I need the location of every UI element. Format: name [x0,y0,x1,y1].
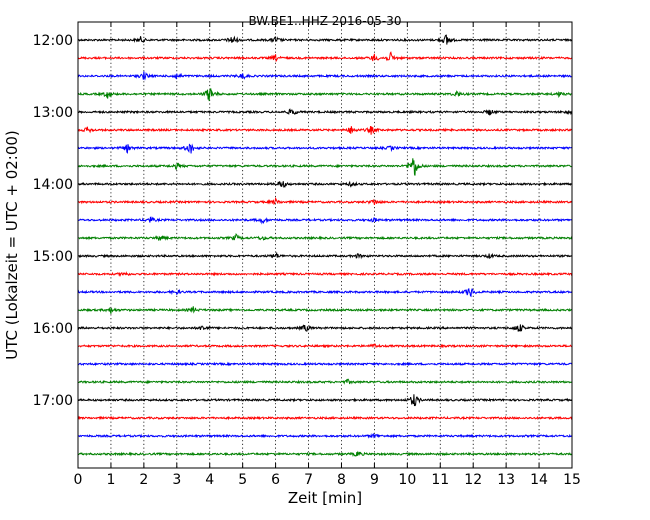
trace-1645 [77,378,573,385]
trace-1400 [77,180,573,188]
trace-1200 [77,34,573,45]
x-tick-label: 5 [238,472,247,488]
y-tick-label: 16:00 [33,321,73,337]
trace-1545 [77,306,573,314]
x-tick-label: 2 [139,472,148,488]
trace-1215 [77,51,573,63]
trace-1600 [77,324,573,332]
y-tick-label: 17:00 [33,393,73,409]
trace-1515 [77,271,573,277]
trace-1630 [77,361,573,367]
x-tick-label: 9 [370,472,379,488]
y-axis-label: UTC (Lokalzeit = UTC + 02:00) [3,130,21,360]
x-tick-label: 10 [398,472,416,488]
x-tick-label: 0 [74,472,83,488]
x-tick-label: 13 [497,472,515,488]
trace-1345 [77,158,573,176]
x-tick-label: 1 [106,472,115,488]
trace-1615 [77,343,573,349]
x-tick-label: 15 [563,472,581,488]
y-tick-label: 12:00 [33,33,73,49]
trace-group [77,34,573,457]
trace-1445 [77,232,573,241]
y-axis-ticks: 12:00 13:00 14:00 15:00 16:00 17:00 [33,33,572,409]
trace-1500 [77,251,573,260]
trace-1715 [77,415,573,421]
y-tick-label: 14:00 [33,177,73,193]
trace-1430 [77,216,573,225]
x-axis-label: Zeit [min] [288,489,362,507]
chart-title: BW.BE1..HHZ 2016-05-30 [248,14,401,28]
x-tick-label: 6 [271,472,280,488]
x-tick-label: 8 [337,472,346,488]
x-tick-label: 14 [530,472,548,488]
x-axis-ticks: 0 1 2 3 4 5 6 7 8 9 10 11 12 13 14 15 [74,22,581,488]
trace-1745 [77,450,573,457]
trace-1330 [77,143,573,154]
trace-1300 [77,108,573,116]
y-tick-label: 15:00 [33,249,73,265]
x-tick-label: 7 [304,472,313,488]
x-tick-label: 11 [431,472,449,488]
plot-frame [77,21,573,469]
trace-1530 [77,288,573,298]
grid-lines [110,22,540,468]
trace-1315 [77,125,573,135]
trace-1415 [77,196,573,206]
y-tick-label: 13:00 [33,105,73,121]
trace-1245 [77,88,573,102]
x-tick-label: 3 [172,472,181,488]
trace-1230 [77,71,573,81]
trace-1730 [77,432,573,439]
x-tick-label: 4 [205,472,214,488]
x-tick-label: 12 [464,472,482,488]
trace-1700 [77,394,573,407]
